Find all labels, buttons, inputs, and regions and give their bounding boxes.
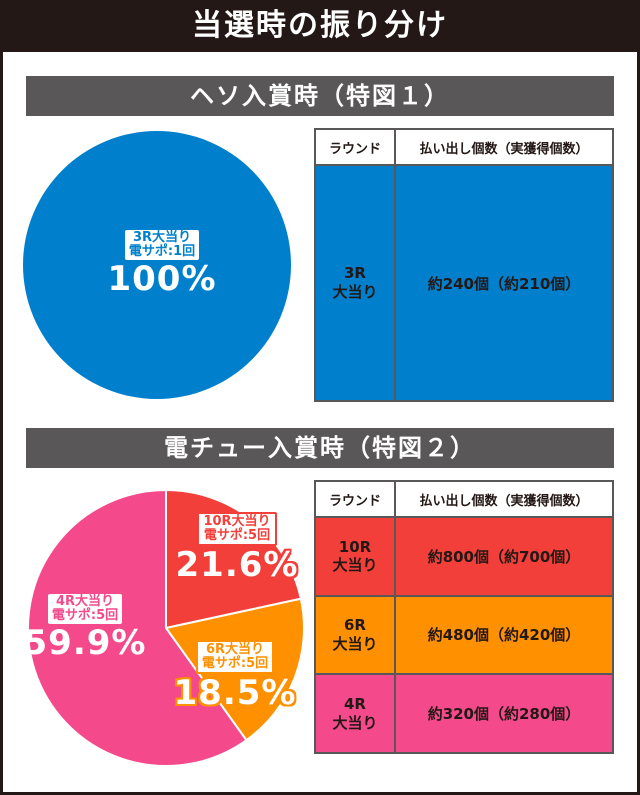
pie-chart-heso xyxy=(23,131,291,399)
page-title: 当選時の振り分け xyxy=(192,8,448,43)
slice-tag-3r: 3R大当り 電サポ:1回 xyxy=(124,230,200,260)
payout-table-denchu: ラウンド 払い出し個数（実獲得個数） 10R 大当り 約800個（約700個） … xyxy=(314,480,614,754)
slice-percent: 100% xyxy=(107,259,217,299)
section-header-denchu: 電チュー入賞時（特図２） xyxy=(26,428,614,468)
slice-percent: 21.6% xyxy=(175,545,299,585)
payout-table-heso: ラウンド 払い出し個数（実獲得個数） 3R 大当り 約240個（約210個） xyxy=(314,128,614,402)
pie-denchu-slice-2 xyxy=(27,488,248,767)
table-row: 10R 大当り 約800個（約700個） xyxy=(314,516,614,597)
slice-name: 3R大当り xyxy=(132,230,192,245)
header-payout: 払い出し個数（実獲得個数） xyxy=(394,480,614,518)
slice-percent: 18.5% xyxy=(173,673,297,713)
round-cell: 6R 大当り xyxy=(314,594,396,676)
slice-label-6r: 6R大当り 電サポ:5回 18.5% xyxy=(170,640,300,712)
header-payout: 払い出し個数（実獲得個数） xyxy=(394,128,614,166)
section-title-denchu: 電チュー入賞時（特図２） xyxy=(164,434,476,462)
round-cell: 10R 大当り xyxy=(314,516,396,597)
payout-cell: 約320個（約280個） xyxy=(394,673,614,754)
header-round: ラウンド xyxy=(314,480,396,518)
round-type: 大当り xyxy=(332,713,378,732)
pie-heso-slice-0 xyxy=(23,131,291,399)
slice-support: 電サポ:5回 xyxy=(51,608,119,623)
slice-label-3r: 3R大当り 電サポ:1回 100% xyxy=(82,230,242,298)
slice-support: 電サポ:1回 xyxy=(128,244,196,259)
round-type: 大当り xyxy=(332,283,378,301)
slice-name: 4R大当り xyxy=(55,594,115,609)
table-row: 4R 大当り 約320個（約280個） xyxy=(314,673,614,754)
table-header-row: ラウンド 払い出し個数（実獲得個数） xyxy=(314,128,614,166)
round-type: 大当り xyxy=(332,634,378,653)
slice-percent: 59.9% xyxy=(23,623,147,663)
round-cell: 3R 大当り xyxy=(314,164,396,402)
slice-name: 10R大当り xyxy=(203,514,271,529)
payout-cell: 約800個（約700個） xyxy=(394,516,614,597)
main-title-bar: 当選時の振り分け xyxy=(0,0,640,52)
table-header-row: ラウンド 払い出し個数（実獲得個数） xyxy=(314,480,614,518)
round-count: 3R xyxy=(344,264,366,283)
section-title-heso: ヘソ入賞時（特図１） xyxy=(190,82,450,110)
slice-support: 電サポ:5回 xyxy=(203,528,271,543)
round-count: 6R xyxy=(344,616,366,635)
slice-label-10r: 10R大当り 電サポ:5回 21.6% xyxy=(172,512,302,584)
header-round: ラウンド xyxy=(314,128,396,166)
slice-tag-4r: 4R大当り 電サポ:5回 xyxy=(47,594,123,624)
round-type: 大当り xyxy=(332,556,378,575)
payout-cell: 約240個（約210個） xyxy=(394,164,614,402)
round-count: 10R xyxy=(338,537,372,556)
slice-tag-6r: 6R大当り 電サポ:5回 xyxy=(195,640,275,674)
table-row: 6R 大当り 約480個（約420個） xyxy=(314,594,614,676)
table-row: 3R 大当り 約240個（約210個） xyxy=(314,164,614,402)
slice-name: 6R大当り xyxy=(205,642,265,657)
slice-tag-10r: 10R大当り 電サポ:5回 xyxy=(197,512,277,546)
round-count: 4R xyxy=(344,694,366,713)
round-cell: 4R 大当り xyxy=(314,673,396,754)
slice-label-4r: 4R大当り 電サポ:5回 59.9% xyxy=(20,594,150,662)
section-header-heso: ヘソ入賞時（特図１） xyxy=(26,76,614,116)
payout-cell: 約480個（約420個） xyxy=(394,594,614,676)
slice-support: 電サポ:5回 xyxy=(201,656,269,671)
